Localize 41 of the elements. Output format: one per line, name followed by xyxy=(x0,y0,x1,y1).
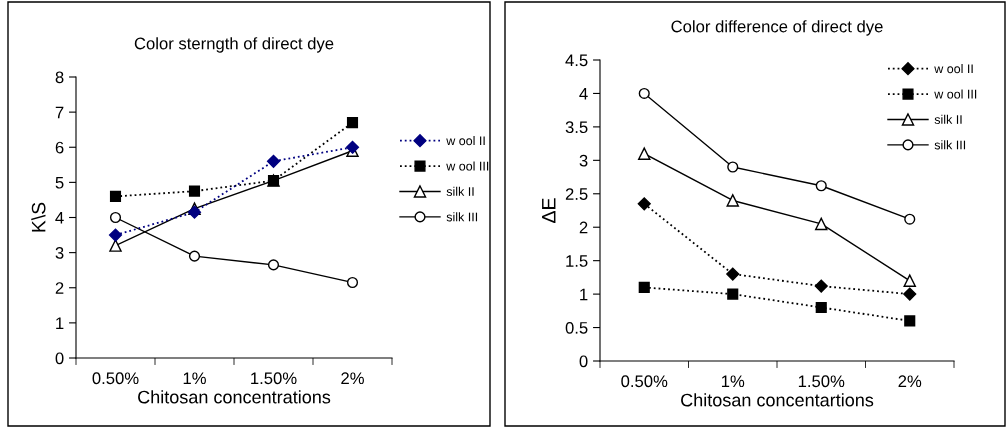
legend-label: silk III xyxy=(934,140,966,150)
y-tick-label: 1 xyxy=(56,317,64,329)
y-tick-label: 0 xyxy=(579,355,588,368)
legend-label: w ool III xyxy=(934,89,977,99)
y-tick-label: 5 xyxy=(55,176,64,189)
x-tick-label: 0.50% xyxy=(621,375,668,388)
y-tick-label: 4.5 xyxy=(565,54,588,67)
y-tick-label: 6 xyxy=(55,141,64,154)
x-tick-label: 1% xyxy=(183,372,206,385)
y-tick-label: 4 xyxy=(579,88,588,100)
y-tick-label: 7 xyxy=(55,106,64,119)
chart-title: Color sterngth of direct dye xyxy=(134,37,334,53)
y-tick-label: 8 xyxy=(55,71,64,84)
x-axis-title: Chitosan concentrations xyxy=(138,390,331,404)
y-tick-label: 0.5 xyxy=(565,321,588,334)
legend-label: silk III xyxy=(446,212,478,222)
y-axis-title: K\S xyxy=(31,202,46,232)
x-axis-title: Chitosan concentartions xyxy=(681,393,874,407)
legend-label: w ool II xyxy=(446,136,485,146)
y-tick-label: 2 xyxy=(579,221,588,234)
y-tick-label: 0 xyxy=(55,352,64,365)
y-tick-label: 1 xyxy=(580,288,588,301)
legend-label: silk II xyxy=(446,186,474,196)
y-tick-label: 2.5 xyxy=(565,188,588,200)
y-tick-label: 1.5 xyxy=(566,255,588,267)
legend-label: silk II xyxy=(934,114,962,124)
y-tick-label: 2 xyxy=(55,282,64,294)
x-tick-label: 2% xyxy=(341,372,364,385)
x-tick-label: 0.50% xyxy=(92,372,139,385)
x-tick-label: 1% xyxy=(721,375,745,388)
chart-title: Color difference of direct dye xyxy=(671,20,883,36)
y-axis-title: ΔE xyxy=(542,198,556,223)
x-tick-label: 1.50% xyxy=(251,372,297,385)
y-tick-label: 3 xyxy=(55,247,64,259)
y-tick-label: 3.5 xyxy=(565,121,588,134)
legend-label: w ool II xyxy=(934,64,973,74)
x-tick-label: 2% xyxy=(898,375,922,388)
x-tick-label: 1.50% xyxy=(798,375,845,388)
legend-label: w ool III xyxy=(446,161,489,171)
y-tick-label: 3 xyxy=(579,154,588,167)
y-tick-label: 4 xyxy=(55,212,64,224)
